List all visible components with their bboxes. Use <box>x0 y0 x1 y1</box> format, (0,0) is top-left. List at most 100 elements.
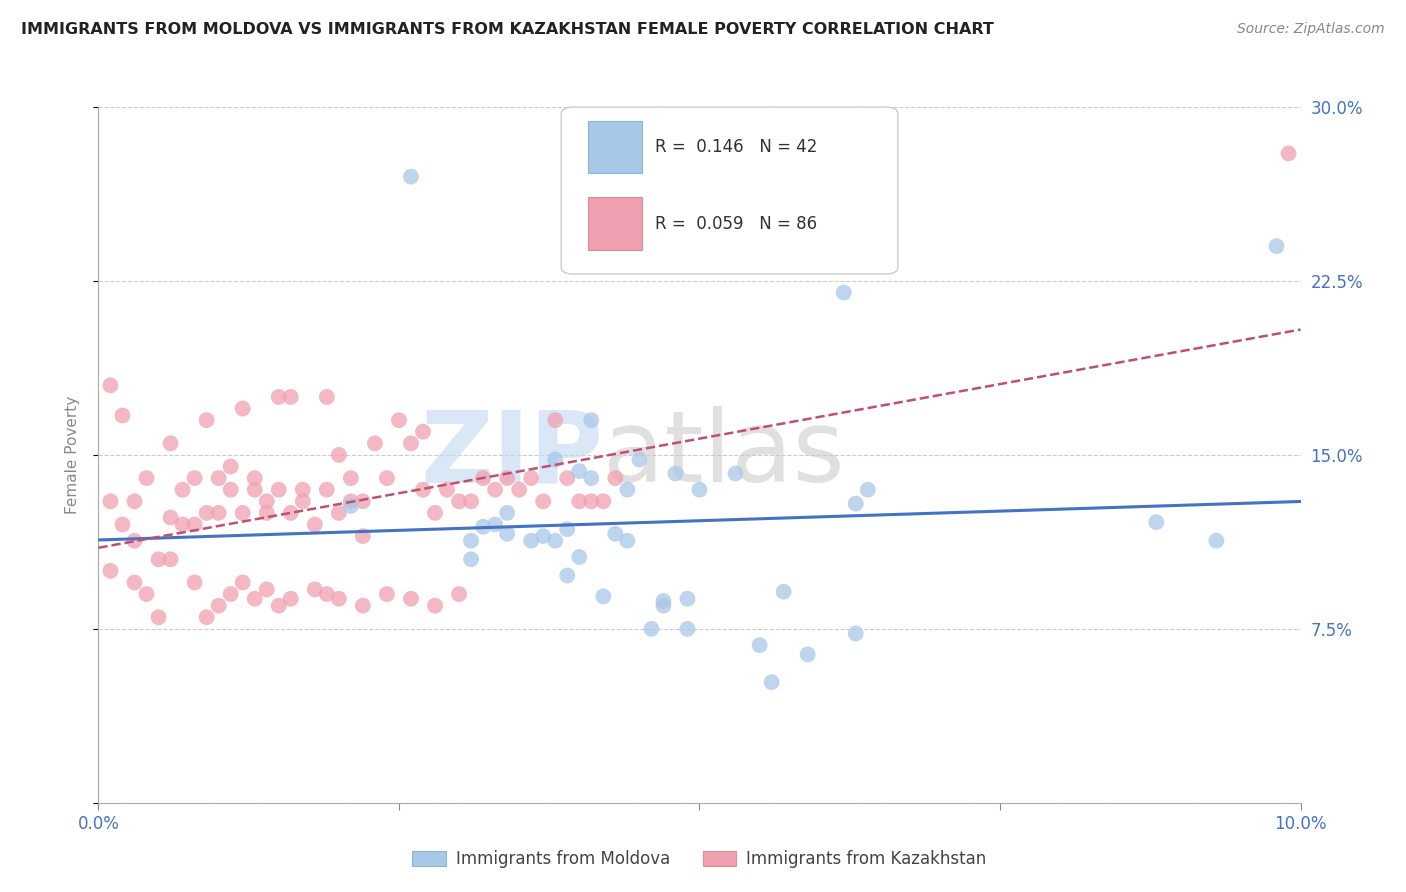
Point <box>256 506 278 520</box>
Point <box>676 622 699 636</box>
Point <box>291 494 314 508</box>
Point <box>328 591 350 606</box>
Point <box>484 483 506 497</box>
Text: ZIP: ZIP <box>420 407 603 503</box>
Point <box>399 169 422 184</box>
Point <box>219 483 242 497</box>
Point <box>531 529 554 543</box>
Point <box>159 510 181 524</box>
Point <box>605 471 627 485</box>
Point <box>195 610 218 624</box>
Point <box>135 587 157 601</box>
Point <box>124 494 146 508</box>
Point <box>375 587 398 601</box>
Point <box>315 587 337 601</box>
Point <box>388 413 411 427</box>
Point <box>243 591 266 606</box>
Point <box>423 599 446 613</box>
Point <box>520 533 543 548</box>
Point <box>100 378 122 392</box>
Point <box>616 533 638 548</box>
Point <box>616 483 638 497</box>
Point <box>340 494 363 508</box>
Point <box>520 471 543 485</box>
Point <box>568 494 591 508</box>
Point <box>267 390 290 404</box>
Point <box>304 517 326 532</box>
Point <box>1205 533 1227 548</box>
Point <box>772 584 794 599</box>
Point <box>496 526 519 541</box>
Point <box>544 413 567 427</box>
Point <box>340 471 363 485</box>
Point <box>364 436 387 450</box>
Point <box>267 599 290 613</box>
Point <box>148 610 170 624</box>
Point <box>291 483 314 497</box>
Point <box>460 552 482 566</box>
Point <box>159 552 181 566</box>
Point <box>208 506 231 520</box>
Point <box>845 626 868 640</box>
Point <box>652 599 675 613</box>
Bar <box>588 121 641 173</box>
Point <box>256 494 278 508</box>
Point <box>172 483 194 497</box>
Point <box>304 582 326 597</box>
Point <box>676 591 699 606</box>
Text: R =  0.059   N = 86: R = 0.059 N = 86 <box>655 215 817 233</box>
Point <box>555 568 578 582</box>
Point <box>195 413 218 427</box>
Point <box>328 448 350 462</box>
Point <box>100 494 122 508</box>
Legend: Immigrants from Moldova, Immigrants from Kazakhstan: Immigrants from Moldova, Immigrants from… <box>405 843 994 874</box>
Point <box>460 533 482 548</box>
Point <box>605 526 627 541</box>
Point <box>340 499 363 513</box>
Point <box>399 436 422 450</box>
Point <box>592 590 614 604</box>
Point <box>280 591 302 606</box>
Point <box>195 506 218 520</box>
Point <box>183 517 205 532</box>
Point <box>232 506 254 520</box>
Point <box>352 529 374 543</box>
Point <box>761 675 783 690</box>
Point <box>460 494 482 508</box>
Point <box>496 471 519 485</box>
Point <box>845 497 868 511</box>
FancyBboxPatch shape <box>561 107 898 274</box>
Point <box>1144 515 1167 529</box>
Point <box>267 483 290 497</box>
Point <box>172 517 194 532</box>
Point <box>328 506 350 520</box>
Point <box>135 471 157 485</box>
Text: atlas: atlas <box>603 407 845 503</box>
Text: IMMIGRANTS FROM MOLDOVA VS IMMIGRANTS FROM KAZAKHSTAN FEMALE POVERTY CORRELATION: IMMIGRANTS FROM MOLDOVA VS IMMIGRANTS FR… <box>21 22 994 37</box>
Y-axis label: Female Poverty: Female Poverty <box>65 396 80 514</box>
Point <box>447 494 470 508</box>
Point <box>219 587 242 601</box>
Point <box>652 594 675 608</box>
Point <box>111 409 134 423</box>
Point <box>544 452 567 467</box>
Point <box>555 522 578 536</box>
Point <box>508 483 530 497</box>
Point <box>555 471 578 485</box>
Text: Source: ZipAtlas.com: Source: ZipAtlas.com <box>1237 22 1385 37</box>
Point <box>1277 146 1299 161</box>
Point <box>568 464 591 478</box>
Point <box>472 520 495 534</box>
Point <box>412 483 434 497</box>
Point <box>280 506 302 520</box>
Bar <box>588 197 641 250</box>
Point <box>352 599 374 613</box>
Point <box>315 483 337 497</box>
Text: R =  0.146   N = 42: R = 0.146 N = 42 <box>655 137 817 156</box>
Point <box>375 471 398 485</box>
Point <box>280 390 302 404</box>
Point <box>399 591 422 606</box>
Point <box>208 599 231 613</box>
Point <box>111 517 134 532</box>
Point <box>412 425 434 439</box>
